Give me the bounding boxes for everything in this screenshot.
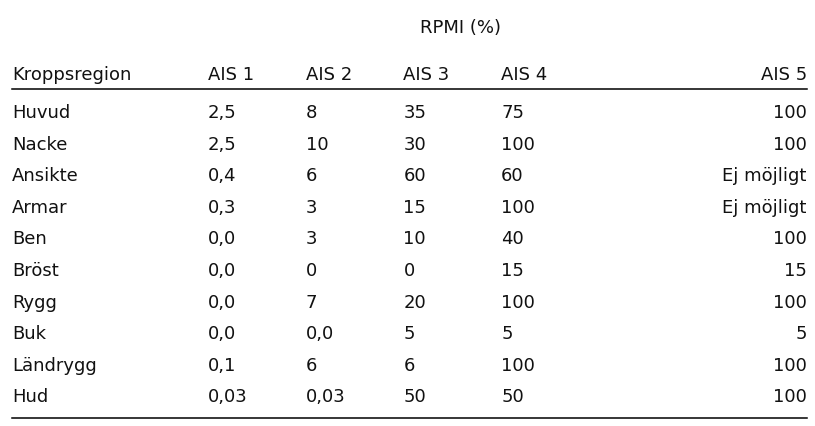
Text: Rygg: Rygg xyxy=(12,294,57,311)
Text: 0: 0 xyxy=(306,262,317,280)
Text: 40: 40 xyxy=(501,230,524,248)
Text: 7: 7 xyxy=(306,294,317,311)
Text: 0: 0 xyxy=(403,262,415,280)
Text: 3: 3 xyxy=(306,199,317,217)
Text: 5: 5 xyxy=(403,325,415,343)
Text: 0,1: 0,1 xyxy=(208,357,236,374)
Text: 0,0: 0,0 xyxy=(208,230,236,248)
Text: 50: 50 xyxy=(501,388,524,406)
Text: 35: 35 xyxy=(403,104,426,122)
Text: 2,5: 2,5 xyxy=(208,104,236,122)
Text: Buk: Buk xyxy=(12,325,46,343)
Text: 15: 15 xyxy=(403,199,426,217)
Text: AIS 1: AIS 1 xyxy=(208,66,254,84)
Text: 0,0: 0,0 xyxy=(208,294,236,311)
Text: 100: 100 xyxy=(773,357,807,374)
Text: 50: 50 xyxy=(403,388,426,406)
Text: 15: 15 xyxy=(784,262,807,280)
Text: Huvud: Huvud xyxy=(12,104,70,122)
Text: 0,03: 0,03 xyxy=(306,388,346,406)
Text: 6: 6 xyxy=(403,357,415,374)
Text: 6: 6 xyxy=(306,357,317,374)
Text: 100: 100 xyxy=(773,104,807,122)
Text: 100: 100 xyxy=(773,388,807,406)
Text: 5: 5 xyxy=(501,325,513,343)
Text: 8: 8 xyxy=(306,104,317,122)
Text: 75: 75 xyxy=(501,104,524,122)
Text: Ben: Ben xyxy=(12,230,47,248)
Text: 15: 15 xyxy=(501,262,524,280)
Text: Ej möjligt: Ej möjligt xyxy=(722,199,807,217)
Text: Bröst: Bröst xyxy=(12,262,59,280)
Text: 2,5: 2,5 xyxy=(208,136,236,154)
Text: 0,0: 0,0 xyxy=(306,325,334,343)
Text: 0,0: 0,0 xyxy=(208,262,236,280)
Text: AIS 5: AIS 5 xyxy=(760,66,807,84)
Text: AIS 3: AIS 3 xyxy=(403,66,450,84)
Text: 20: 20 xyxy=(403,294,426,311)
Text: 100: 100 xyxy=(501,357,535,374)
Text: 5: 5 xyxy=(795,325,807,343)
Text: Ansikte: Ansikte xyxy=(12,167,79,185)
Text: Armar: Armar xyxy=(12,199,68,217)
Text: 0,4: 0,4 xyxy=(208,167,236,185)
Text: AIS 4: AIS 4 xyxy=(501,66,548,84)
Text: 100: 100 xyxy=(501,136,535,154)
Text: AIS 2: AIS 2 xyxy=(306,66,352,84)
Text: 60: 60 xyxy=(403,167,426,185)
Text: 60: 60 xyxy=(501,167,524,185)
Text: 100: 100 xyxy=(501,294,535,311)
Text: Ej möjligt: Ej möjligt xyxy=(722,167,807,185)
Text: RPMI (%): RPMI (%) xyxy=(420,19,501,37)
Text: Nacke: Nacke xyxy=(12,136,68,154)
Text: Kroppsregion: Kroppsregion xyxy=(12,66,131,84)
Text: 10: 10 xyxy=(403,230,426,248)
Text: 100: 100 xyxy=(501,199,535,217)
Text: 100: 100 xyxy=(773,136,807,154)
Text: 10: 10 xyxy=(306,136,328,154)
Text: Hud: Hud xyxy=(12,388,48,406)
Text: 6: 6 xyxy=(306,167,317,185)
Text: 0,3: 0,3 xyxy=(208,199,236,217)
Text: 0,03: 0,03 xyxy=(208,388,248,406)
Text: 3: 3 xyxy=(306,230,317,248)
Text: 30: 30 xyxy=(403,136,426,154)
Text: 0,0: 0,0 xyxy=(208,325,236,343)
Text: 100: 100 xyxy=(773,230,807,248)
Text: Ländrygg: Ländrygg xyxy=(12,357,97,374)
Text: 100: 100 xyxy=(773,294,807,311)
